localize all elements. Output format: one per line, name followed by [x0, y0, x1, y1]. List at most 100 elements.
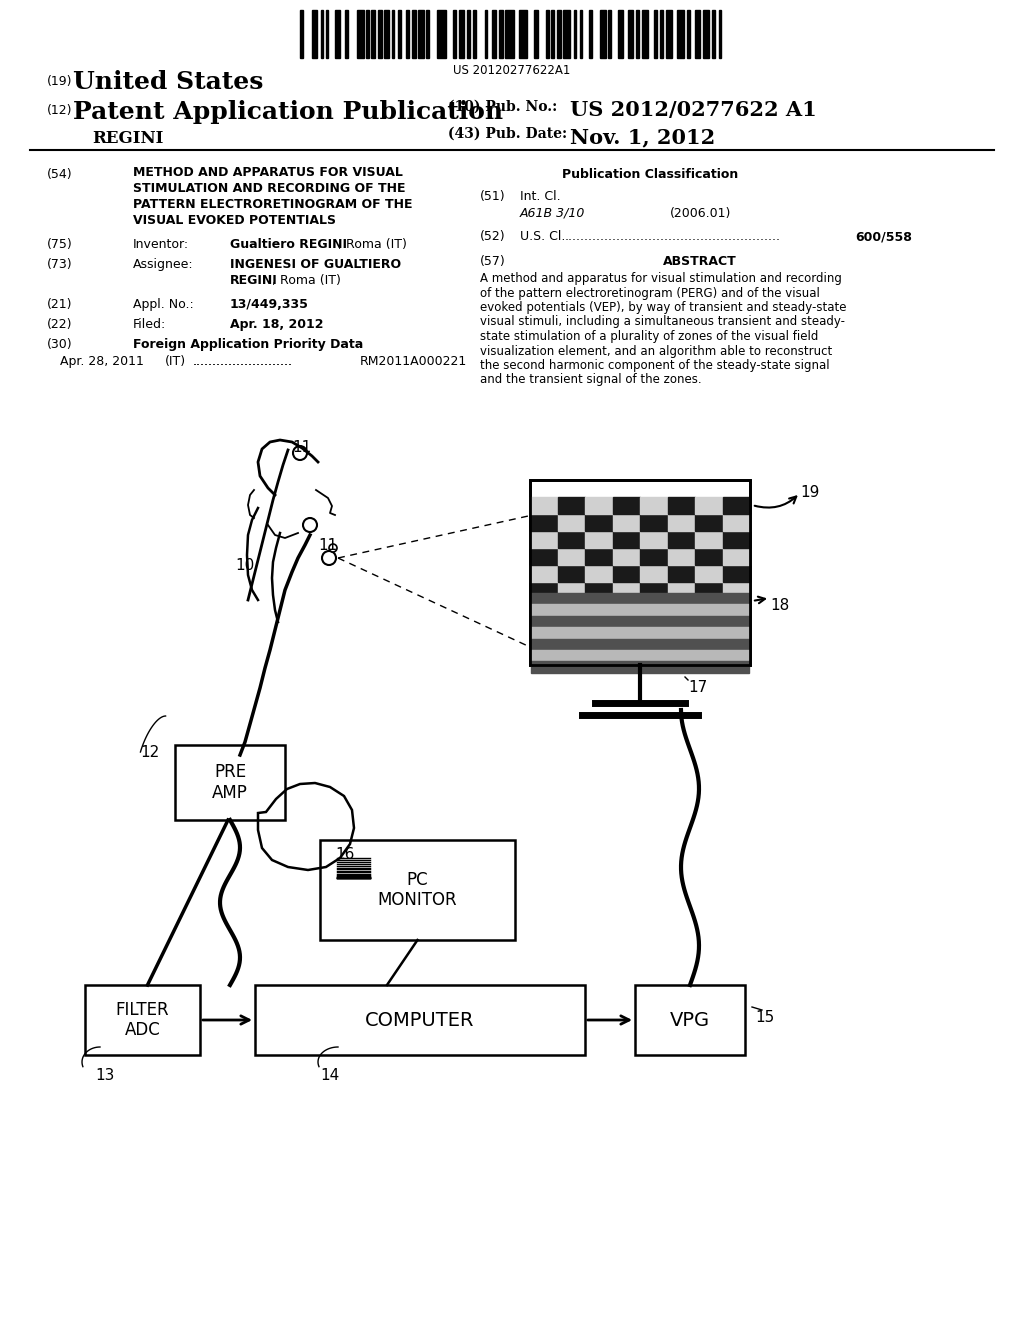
Bar: [695, 496, 723, 513]
Bar: [608, 11, 610, 58]
Bar: [384, 11, 389, 58]
Bar: [723, 565, 750, 582]
Text: 18: 18: [770, 598, 790, 612]
Text: Int. Cl.: Int. Cl.: [520, 190, 560, 203]
Text: PATTERN ELECTRORETINOGRAM OF THE: PATTERN ELECTRORETINOGRAM OF THE: [133, 198, 413, 211]
Text: A method and apparatus for visual stimulation and recording: A method and apparatus for visual stimul…: [480, 272, 842, 285]
Text: 13: 13: [95, 1068, 115, 1082]
Bar: [531, 593, 749, 605]
Text: VISUAL EVOKED POTENTIALS: VISUAL EVOKED POTENTIALS: [133, 214, 336, 227]
Text: Appl. No.:: Appl. No.:: [133, 298, 194, 312]
Bar: [392, 11, 394, 58]
Bar: [326, 11, 329, 58]
Circle shape: [322, 550, 336, 565]
Bar: [557, 548, 585, 565]
Bar: [530, 565, 557, 582]
Bar: [636, 11, 639, 58]
Text: Filed:: Filed:: [133, 318, 166, 331]
Bar: [723, 582, 750, 599]
Bar: [459, 11, 464, 58]
Bar: [557, 565, 585, 582]
Bar: [617, 11, 623, 58]
Text: (22): (22): [47, 318, 73, 331]
Bar: [505, 11, 514, 58]
Circle shape: [329, 556, 333, 560]
Bar: [667, 11, 672, 58]
Text: (IT): (IT): [165, 355, 186, 368]
Bar: [668, 513, 695, 531]
Bar: [378, 11, 382, 58]
Text: the second harmonic component of the steady-state signal: the second harmonic component of the ste…: [480, 359, 829, 372]
Text: and the transient signal of the zones.: and the transient signal of the zones.: [480, 374, 701, 387]
Text: 15: 15: [755, 1010, 774, 1026]
Bar: [585, 565, 612, 582]
Bar: [557, 11, 561, 58]
Text: Nov. 1, 2012: Nov. 1, 2012: [570, 127, 715, 147]
Text: 17: 17: [688, 680, 708, 696]
Bar: [612, 565, 640, 582]
Text: US 2012/0277622 A1: US 2012/0277622 A1: [570, 100, 817, 120]
Bar: [723, 548, 750, 565]
Bar: [653, 11, 657, 58]
Bar: [585, 496, 612, 513]
Text: (73): (73): [47, 257, 73, 271]
Text: RM2011A000221: RM2011A000221: [360, 355, 467, 368]
Bar: [398, 11, 401, 58]
Text: VPG: VPG: [670, 1011, 710, 1030]
Bar: [695, 548, 723, 565]
Bar: [640, 513, 668, 531]
Bar: [640, 496, 668, 513]
Text: visual stimuli, including a simultaneous transient and steady-: visual stimuli, including a simultaneous…: [480, 315, 845, 329]
Bar: [530, 496, 557, 513]
Bar: [640, 531, 668, 548]
Bar: [635, 985, 745, 1055]
Text: Gualtiero REGINI: Gualtiero REGINI: [230, 238, 347, 251]
Bar: [413, 11, 416, 58]
Text: REGINI: REGINI: [230, 275, 278, 286]
Circle shape: [293, 446, 307, 459]
Bar: [573, 11, 577, 58]
Bar: [695, 11, 700, 58]
Bar: [585, 531, 612, 548]
Bar: [612, 548, 640, 565]
Text: U.S. Cl.: U.S. Cl.: [520, 230, 565, 243]
Bar: [426, 11, 429, 58]
Bar: [473, 11, 476, 58]
Circle shape: [303, 517, 317, 532]
Circle shape: [325, 553, 335, 564]
Text: (75): (75): [47, 238, 73, 251]
Text: STIMULATION AND RECORDING OF THE: STIMULATION AND RECORDING OF THE: [133, 182, 406, 195]
Bar: [335, 11, 340, 58]
Bar: [612, 582, 640, 599]
Text: United States: United States: [73, 70, 263, 94]
Bar: [530, 548, 557, 565]
Bar: [467, 11, 470, 58]
Bar: [723, 496, 750, 513]
Text: METHOD AND APPARATUS FOR VISUAL: METHOD AND APPARATUS FOR VISUAL: [133, 166, 402, 180]
Bar: [600, 11, 605, 58]
Text: 16: 16: [335, 847, 354, 862]
Bar: [255, 985, 585, 1055]
Bar: [367, 11, 369, 58]
Bar: [557, 496, 585, 513]
Bar: [659, 11, 664, 58]
Bar: [580, 11, 583, 58]
Text: evoked potentials (VEP), by way of transient and steady-state: evoked potentials (VEP), by way of trans…: [480, 301, 847, 314]
Text: FILTER
ADC: FILTER ADC: [116, 1001, 169, 1039]
Bar: [519, 11, 527, 58]
Bar: [531, 616, 749, 627]
Bar: [695, 582, 723, 599]
Text: 19: 19: [800, 484, 819, 500]
Text: Inventor:: Inventor:: [133, 238, 189, 251]
Bar: [499, 11, 503, 58]
Bar: [557, 582, 585, 599]
Text: Patent Application Publication: Patent Application Publication: [73, 100, 503, 124]
Bar: [531, 605, 749, 616]
Bar: [531, 639, 749, 649]
Bar: [535, 11, 538, 58]
Bar: [319, 840, 515, 940]
Text: (51): (51): [480, 190, 506, 203]
Text: (43) Pub. Date:: (43) Pub. Date:: [449, 127, 567, 141]
Bar: [719, 11, 722, 58]
Text: (2006.01): (2006.01): [670, 207, 731, 220]
